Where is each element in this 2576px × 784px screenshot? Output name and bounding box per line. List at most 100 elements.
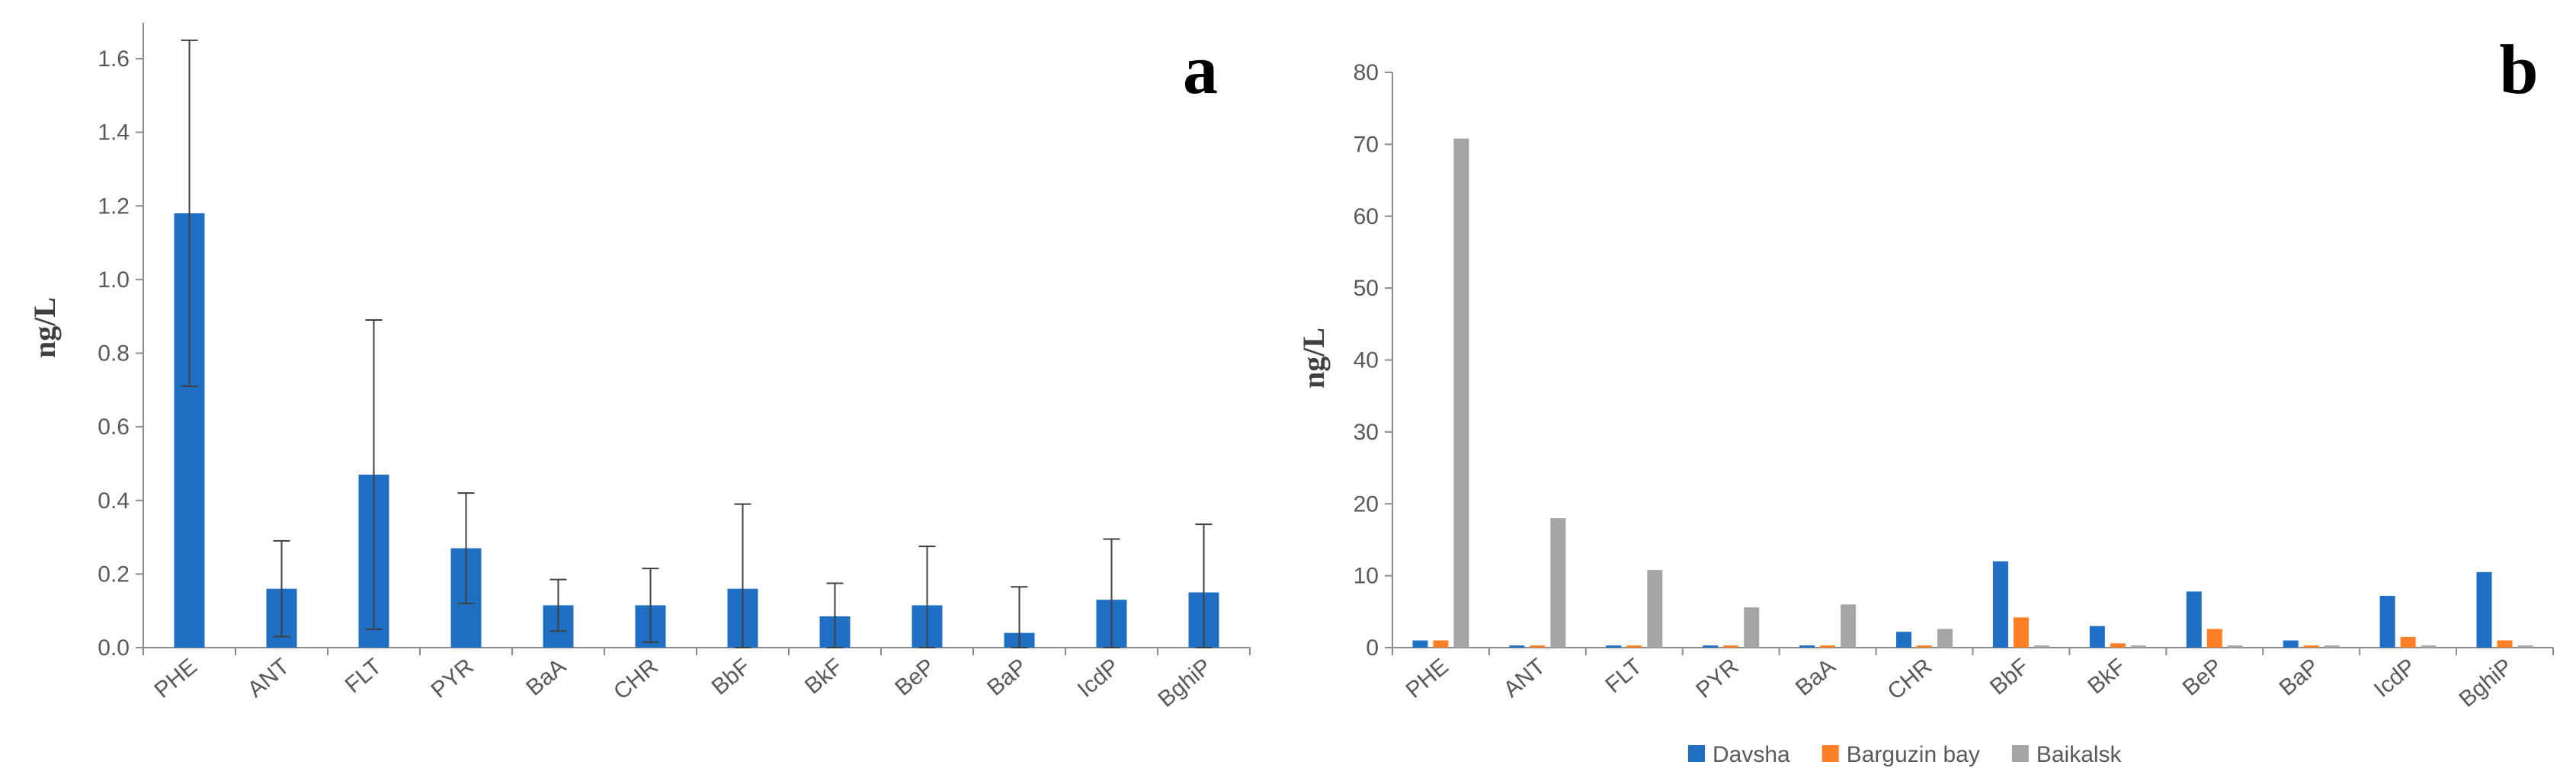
panel-a-category-label: ANT — [243, 654, 294, 702]
panel-a-y-tick-label: 1.6 — [98, 46, 130, 72]
panel-b-bar — [1530, 645, 1546, 648]
panel-b-bar — [1433, 640, 1449, 648]
panel-b-bar — [1799, 645, 1815, 648]
panel-b-bar — [2033, 645, 2049, 648]
panel-b-bar — [1992, 561, 2008, 648]
panel-b-bar — [2206, 629, 2222, 648]
panel-a-y-tick-label: 1.2 — [98, 194, 130, 219]
panel-b-category-label: BkF — [2083, 654, 2130, 699]
panel-b-bars — [1412, 138, 2533, 648]
panel-a-y-ticks: 0.0 0.2 0.4 0.6 0.8 1.0 1.2 1.4 1.6 — [98, 46, 143, 661]
panel-a-x-ticks — [143, 648, 1251, 655]
panel-a-category-label: BghiP — [1153, 654, 1216, 712]
panel-a-y-tick-label: 1.4 — [98, 120, 130, 146]
panel-b-y-tick-label: 40 — [1354, 348, 1379, 373]
legend-label: Davsha — [1713, 742, 1790, 767]
panel-b-bar — [2400, 636, 2416, 648]
panel-a-error-bars — [181, 39, 1213, 648]
legend-label: Barguzin bay — [1847, 742, 1980, 767]
chart-panel-a: a ng/L 0.0 0.2 0.4 0.6 0.8 1.0 1.2 1.4 1.6 PHE AN… — [27, 23, 1251, 712]
panel-b-y-ticks: 0 10 20 30 40 50 60 70 80 — [1354, 60, 1392, 661]
panel-a-letter: a — [1183, 30, 1218, 108]
panel-a-bars — [174, 213, 1219, 648]
panel-b-y-tick-label: 50 — [1354, 276, 1379, 301]
panel-a-y-tick-label: 0.6 — [98, 414, 130, 440]
panel-a-category-label: BbF — [707, 654, 755, 700]
panel-b-y-axis-title: ng/L — [1296, 328, 1331, 389]
panel-b-bar — [2476, 571, 2492, 648]
panel-b-y-tick-label: 30 — [1354, 420, 1379, 445]
legend-label: Baikalsk — [2036, 742, 2123, 767]
panel-b-category-label: BbF — [1985, 654, 2033, 700]
panel-b-bar — [2283, 640, 2299, 648]
panel-b-y-tick-label: 0 — [1366, 635, 1379, 661]
panel-b-category-label: CHR — [1883, 654, 1937, 705]
panel-b-category-label: ANT — [1499, 654, 1550, 702]
panel-b-bar — [2227, 645, 2243, 648]
panel-b-legend: Davsha Barguzin bay Baikalsk — [1688, 742, 2123, 767]
panel-b-bar — [1820, 645, 1836, 648]
panel-a-category-label: PYR — [427, 654, 479, 703]
panel-b-category-label: BghiP — [2454, 654, 2517, 712]
panel-b-category-label: BaP — [2275, 654, 2324, 701]
panel-a-category-label: FLT — [341, 654, 386, 698]
panel-b-x-ticks — [1392, 648, 2554, 655]
panel-b-bar — [2110, 643, 2126, 648]
legend-swatch — [1688, 745, 1705, 762]
panel-b-category-label: BaA — [1791, 654, 1841, 701]
panel-b-bar — [2517, 645, 2533, 648]
panel-b-bar — [2130, 645, 2146, 648]
legend-swatch — [2011, 745, 2029, 762]
panel-a-category-label: BaA — [521, 654, 571, 701]
panel-b-category-label: BeP — [2178, 654, 2228, 701]
panel-b-bar — [1744, 607, 1760, 648]
panel-a-y-axis-title: ng/L — [27, 297, 62, 358]
panel-b-y-tick-label: 80 — [1354, 60, 1379, 85]
panel-a-y-tick-label: 1.0 — [98, 267, 130, 293]
panel-b-bar — [1453, 138, 1469, 648]
panel-a-category-label: BeP — [890, 654, 940, 701]
panel-b-y-tick-label: 70 — [1354, 132, 1379, 157]
panel-b-bar — [2324, 645, 2340, 648]
panel-b-bar — [2497, 640, 2513, 648]
panel-b-bar — [1550, 518, 1566, 648]
panel-b-category-label: PYR — [1691, 654, 1743, 703]
panel-b-y-tick-label: 20 — [1354, 491, 1379, 517]
panel-b-bar — [2013, 617, 2029, 648]
panel-b-bar — [2186, 591, 2202, 648]
panel-b-bar — [1509, 645, 1525, 648]
chart-panel-b: b ng/L 0 10 20 30 40 50 60 70 80 PHE ANT FLT PYR BaA… — [1296, 30, 2554, 767]
panel-b-y-tick-label: 60 — [1354, 204, 1379, 229]
panel-b-bar — [1917, 645, 1933, 648]
panel-b-bar — [2379, 596, 2395, 648]
panel-b-bar — [1626, 645, 1642, 648]
panel-b-bar — [1841, 604, 1857, 648]
panel-b-y-tick-label: 10 — [1354, 564, 1379, 589]
panel-b-bar — [1606, 645, 1622, 648]
panel-b-category-label: PHE — [1401, 654, 1453, 703]
panel-a-y-tick-label: 0.8 — [98, 341, 130, 366]
panel-a-category-labels: PHE ANT FLT PYR BaA CHR BbF BkF BeP BaP IcdP BghiP — [150, 654, 1216, 712]
panel-b-letter: b — [2499, 30, 2538, 108]
panel-a-category-label: PHE — [150, 654, 202, 703]
panel-a-y-tick-label: 0.2 — [98, 562, 130, 587]
panel-a-y-tick-label: 0.0 — [98, 635, 130, 661]
panel-b-bar — [1896, 632, 1912, 648]
panel-b-bar — [1703, 645, 1719, 648]
panel-b-bar — [1412, 640, 1428, 648]
panel-b-category-label: FLT — [1600, 654, 1646, 698]
panel-b-bar — [1723, 645, 1739, 648]
panel-b-category-label: IcdP — [2369, 654, 2421, 702]
panel-b-bar — [2303, 645, 2319, 648]
panel-a-category-label: IcdP — [1073, 654, 1124, 702]
panel-b-bar — [2089, 626, 2105, 648]
panel-b-bar — [2421, 645, 2437, 648]
panel-b-bar — [1647, 570, 1663, 648]
panel-b-bar — [1937, 629, 1953, 648]
panel-b-category-labels: PHE ANT FLT PYR BaA CHR BbF BkF BeP BaP IcdP BghiP — [1401, 654, 2517, 712]
panel-a-category-label: BaP — [982, 654, 1032, 701]
panel-a-category-label: BkF — [800, 654, 847, 699]
panel-a-category-label: CHR — [609, 654, 663, 705]
legend-swatch — [1821, 745, 1839, 762]
